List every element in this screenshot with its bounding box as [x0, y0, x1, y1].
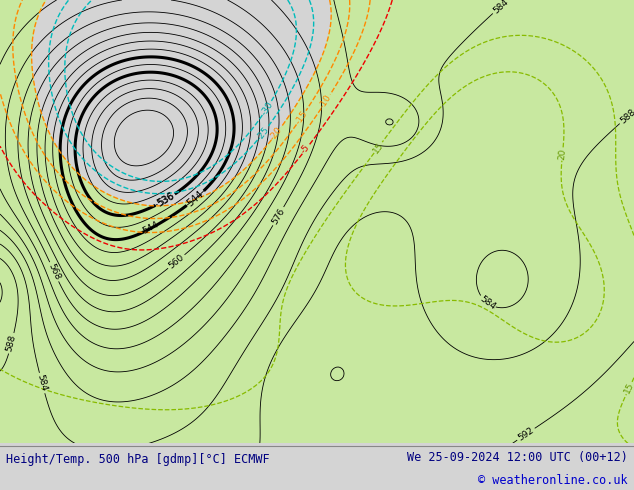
Text: -15: -15 — [294, 109, 309, 126]
Text: Height/Temp. 500 hPa [gdmp][°C] ECMWF: Height/Temp. 500 hPa [gdmp][°C] ECMWF — [6, 453, 270, 466]
Text: 592: 592 — [516, 426, 536, 442]
Text: 544: 544 — [185, 189, 205, 208]
Text: 584: 584 — [491, 0, 510, 16]
Text: We 25-09-2024 12:00 UTC (00+12): We 25-09-2024 12:00 UTC (00+12) — [407, 451, 628, 464]
Text: 584: 584 — [36, 374, 49, 392]
Text: 15: 15 — [371, 140, 385, 155]
Text: -30: -30 — [259, 99, 275, 117]
Text: 544: 544 — [141, 220, 160, 236]
Text: -5: -5 — [299, 143, 312, 156]
Text: 576: 576 — [270, 206, 287, 226]
Text: 536: 536 — [155, 191, 176, 209]
Text: 536: 536 — [157, 191, 176, 207]
Text: -10: -10 — [318, 93, 333, 110]
Text: © weatheronline.co.uk: © weatheronline.co.uk — [478, 474, 628, 487]
Text: 560: 560 — [167, 253, 186, 270]
Text: 584: 584 — [478, 294, 498, 312]
Text: -20: -20 — [268, 125, 285, 142]
Text: -25: -25 — [255, 125, 271, 142]
Text: 568: 568 — [46, 262, 62, 282]
Text: 15: 15 — [623, 381, 634, 395]
Text: 588: 588 — [5, 334, 18, 353]
Text: 588: 588 — [618, 107, 634, 125]
Text: 20: 20 — [557, 148, 567, 160]
